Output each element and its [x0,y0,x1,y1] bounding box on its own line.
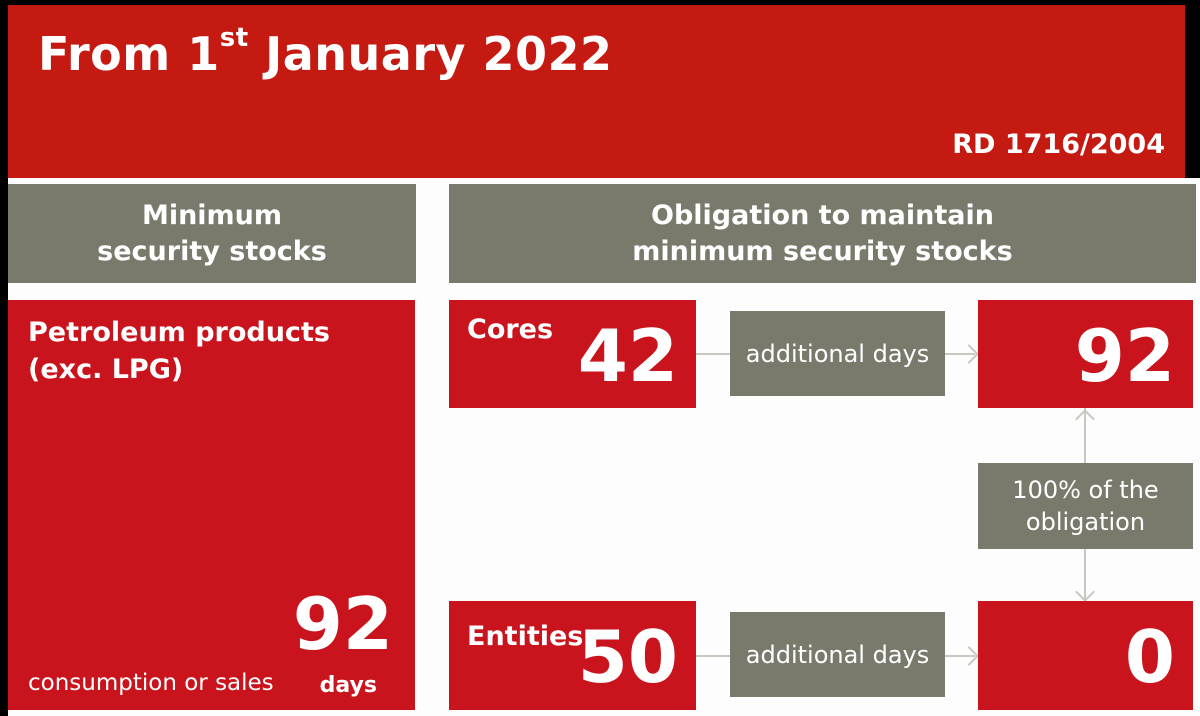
product-label: Petroleum products (exc. LPG) [28,317,330,385]
entities-value: 50 [577,615,678,699]
page-title: From 1st January 2022 [38,23,613,81]
connector-line [1084,549,1086,601]
connector-line [696,655,730,657]
regulation-reference: RD 1716/2004 [952,129,1165,160]
entities-box: Entities 50 [449,601,696,710]
cores-box: Cores 42 [449,300,696,408]
entities-result-value: 0 [1124,615,1175,699]
entities-additional-days: additional days [730,612,945,697]
unit-label: days [319,673,377,698]
cores-value: 42 [577,314,678,398]
petroleum-products-box: Petroleum products (exc. LPG) 92 consumpt… [8,300,415,710]
cores-label: Cores [467,314,554,345]
basis-label: consumption or sales [28,670,274,696]
entities-result-box: 0 [978,601,1193,710]
connector-line [945,655,975,657]
header-banner: From 1st January 2022 RD 1716/2004 [8,5,1185,178]
min-stocks-heading: Minimum security stocks [8,184,416,283]
entities-label: Entities [467,621,584,652]
min-days-value: 92 [292,582,393,666]
cores-result-value: 92 [1074,314,1175,398]
cores-result-box: 92 [978,300,1193,408]
obligation-share-box: 100% of the obligation [978,463,1193,549]
connector-line [1084,408,1086,463]
cores-additional-days: additional days [730,311,945,396]
connector-line [696,353,730,355]
obligation-heading: Obligation to maintain minimum security s… [449,184,1196,283]
connector-line [945,353,975,355]
